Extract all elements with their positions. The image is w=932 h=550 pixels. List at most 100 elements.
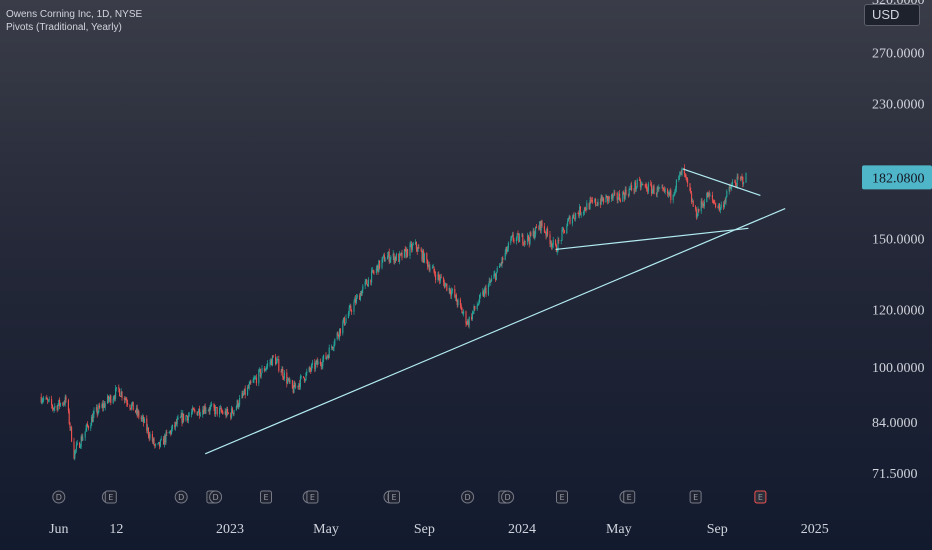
candle [523,239,525,247]
candle [210,402,212,410]
candle [611,192,613,201]
candle [303,376,305,379]
candle [186,414,188,417]
trendline-lower[interactable] [555,227,749,251]
candle [334,338,336,347]
dividend-marker[interactable]: D [52,490,66,504]
candle [377,265,379,275]
candle [331,344,333,351]
candle [93,407,95,418]
candle [709,192,711,197]
trendline-long-support[interactable] [204,207,786,455]
candle [179,416,181,419]
candle [45,396,47,400]
candle [158,441,160,444]
price-axis[interactable]: 320.0000270.0000230.0000180.0000150.0000… [872,0,925,482]
candle [740,175,742,182]
dividend-marker[interactable]: D [174,490,188,504]
candle [120,388,122,398]
candle [73,437,75,460]
candle [160,435,162,441]
candle [129,404,131,411]
candle [455,293,457,302]
candle [98,403,100,414]
candle [365,278,367,285]
candle [119,395,121,397]
candle [56,404,58,413]
candle [332,346,334,352]
candle [253,375,255,384]
upcoming-earnings-marker[interactable]: E [754,490,767,504]
trendline-upper[interactable] [682,168,761,196]
candle [250,379,252,386]
earnings-marker[interactable]: E [104,490,117,504]
candle [423,249,425,264]
candle [123,396,125,404]
earnings-marker[interactable]: E [556,490,568,504]
candle [255,374,257,386]
candle [58,399,60,407]
candle [70,426,72,431]
dividend-marker[interactable]: D [461,490,475,504]
candle [494,270,496,277]
candle [349,303,351,309]
candle [477,303,479,306]
candle [633,187,635,195]
candle [199,405,201,419]
candle [317,359,319,365]
candle [451,288,453,294]
candle [291,379,293,389]
candle [371,267,373,273]
candle [152,437,154,445]
earnings-marker[interactable]: E [388,490,400,504]
dividend-marker[interactable]: D [501,490,515,504]
candle [323,354,325,363]
candle [278,355,280,373]
candle [87,425,89,431]
candle [247,384,249,389]
candle [252,377,254,383]
candle [462,311,464,315]
candle [723,199,725,209]
dividend-marker[interactable]: D [209,490,223,504]
candle [577,212,579,215]
candle [183,413,185,423]
time-tick-label: Jun [49,522,68,537]
candle [345,314,347,324]
candle [259,367,261,373]
time-axis[interactable]: Jun 12 2023 May Sep 2024 May Sep 2025 [49,522,829,537]
candle [216,407,218,417]
candle [194,408,196,414]
candle [460,303,462,310]
candle [375,265,377,275]
earnings-marker[interactable]: E [260,490,272,504]
earnings-marker[interactable]: E [623,490,636,504]
candle [389,257,391,264]
candle [575,212,577,222]
currency-button[interactable]: USD [864,4,920,26]
time-tick-label: 2024 [508,522,536,537]
candle [243,390,245,397]
earnings-marker[interactable]: E [306,490,319,504]
candle [583,210,585,217]
time-tick-label: 2023 [216,522,244,537]
candle [209,404,211,415]
candle [79,441,81,449]
candle [351,309,353,315]
candle [487,283,489,297]
candle [387,252,389,260]
candle [657,186,659,193]
svg-text:E: E [108,493,113,502]
candle [595,197,597,207]
candle [507,241,509,252]
candle [647,187,649,195]
candle [675,185,677,194]
candle [662,184,664,192]
candle [362,284,364,294]
candle [607,195,609,204]
candle [524,240,526,246]
candle [707,191,709,198]
earnings-marker[interactable]: E [689,490,702,504]
